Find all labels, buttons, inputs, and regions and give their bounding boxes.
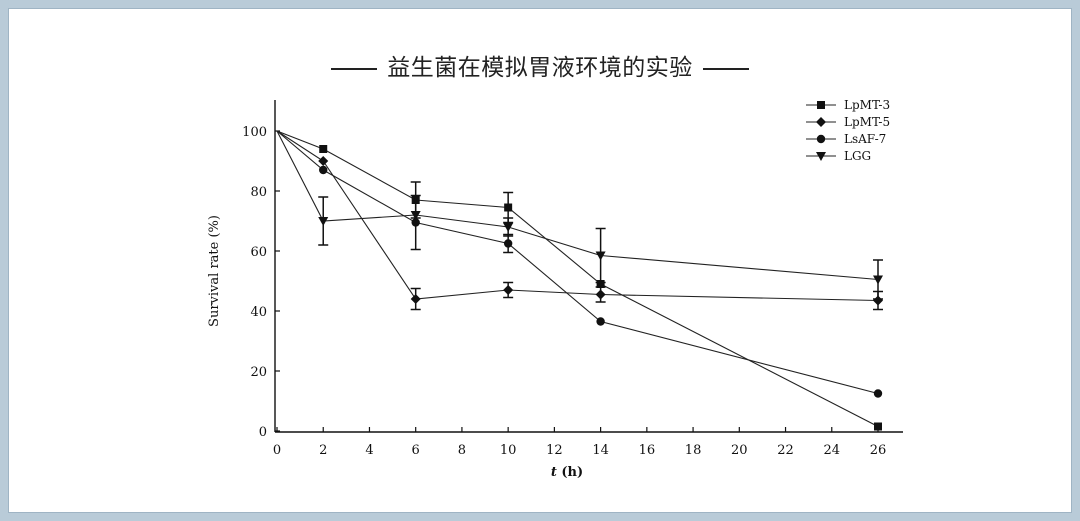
legend: LpMT-3 LpMT-5 LsAF-7 LGG	[806, 98, 890, 163]
y-tick-label: 0	[259, 425, 267, 440]
data-point	[873, 275, 883, 285]
x-tick-label: 8	[458, 443, 466, 458]
x-tick-label: 20	[731, 443, 748, 458]
title-dash-right	[702, 67, 749, 70]
x-tick-label: 24	[823, 443, 840, 458]
series-lpmt-3	[276, 130, 882, 431]
data-point	[503, 285, 514, 295]
x-axis-label: t (h)	[551, 465, 583, 480]
series-lsaf-7	[276, 130, 883, 398]
legend-label: LsAF-7	[844, 132, 886, 146]
data-point	[318, 156, 329, 166]
x-tick-label: 14	[592, 443, 609, 458]
legend-marker	[817, 101, 825, 109]
y-tick-label: 40	[250, 305, 267, 320]
y-tick-label: 60	[250, 245, 267, 260]
x-tick-label: 12	[546, 443, 563, 458]
data-point	[503, 223, 514, 232]
x-axis-label-var: t	[551, 465, 557, 480]
y-tick-label: 100	[242, 125, 267, 140]
legend-entry: LpMT-5	[806, 115, 890, 129]
legend-label: LpMT-5	[844, 115, 890, 129]
legend-entry: LGG	[806, 149, 871, 163]
data-point	[873, 389, 883, 398]
series-group	[276, 130, 883, 431]
x-tick-label: 16	[639, 443, 656, 458]
x-tick-label: 10	[500, 443, 517, 458]
series-line	[276, 130, 879, 395]
y-tick-label: 20	[250, 365, 267, 380]
data-point	[596, 317, 605, 326]
page-title: 益生菌在模拟胃液环境的实验	[387, 55, 693, 81]
x-tick-label: 2	[319, 443, 327, 458]
chart-frame	[8, 8, 1072, 513]
legend-marker	[816, 134, 826, 144]
page-title-row: 益生菌在模拟胃液环境的实验	[0, 48, 1080, 82]
series-line	[276, 130, 879, 302]
series-lgg	[276, 130, 883, 300]
y-tick-label: 80	[250, 185, 267, 200]
x-tick-label: 0	[273, 443, 281, 458]
data-point	[319, 145, 328, 153]
series-line	[276, 130, 879, 281]
x-tick-label: 4	[365, 443, 373, 458]
legend-label: LGG	[844, 149, 871, 163]
x-axis-label-unit: (h)	[557, 465, 583, 480]
legend-entry: LpMT-3	[806, 98, 890, 112]
y-axis-label: Survival rate (%)	[207, 215, 222, 327]
x-tick-label: 18	[685, 443, 702, 458]
series-lpmt-5	[276, 130, 883, 311]
data-point	[411, 218, 420, 227]
x-tick-label: 6	[412, 443, 420, 458]
data-point	[504, 203, 513, 212]
data-point	[318, 217, 329, 226]
legend-label: LpMT-3	[844, 98, 890, 112]
data-point	[503, 239, 513, 248]
legend-marker	[816, 117, 826, 127]
data-point	[595, 289, 606, 300]
title-dash-left	[331, 67, 378, 70]
series-line	[276, 130, 879, 427]
x-tick-label: 26	[870, 443, 887, 458]
data-point	[410, 294, 421, 304]
legend-marker	[816, 152, 826, 161]
data-point	[596, 280, 605, 288]
data-point	[410, 211, 421, 220]
data-point	[873, 295, 883, 306]
data-point	[595, 251, 606, 261]
data-point	[319, 165, 328, 175]
legend-entry: LsAF-7	[806, 132, 886, 146]
data-point	[874, 422, 882, 431]
x-tick-label: 22	[777, 443, 794, 458]
